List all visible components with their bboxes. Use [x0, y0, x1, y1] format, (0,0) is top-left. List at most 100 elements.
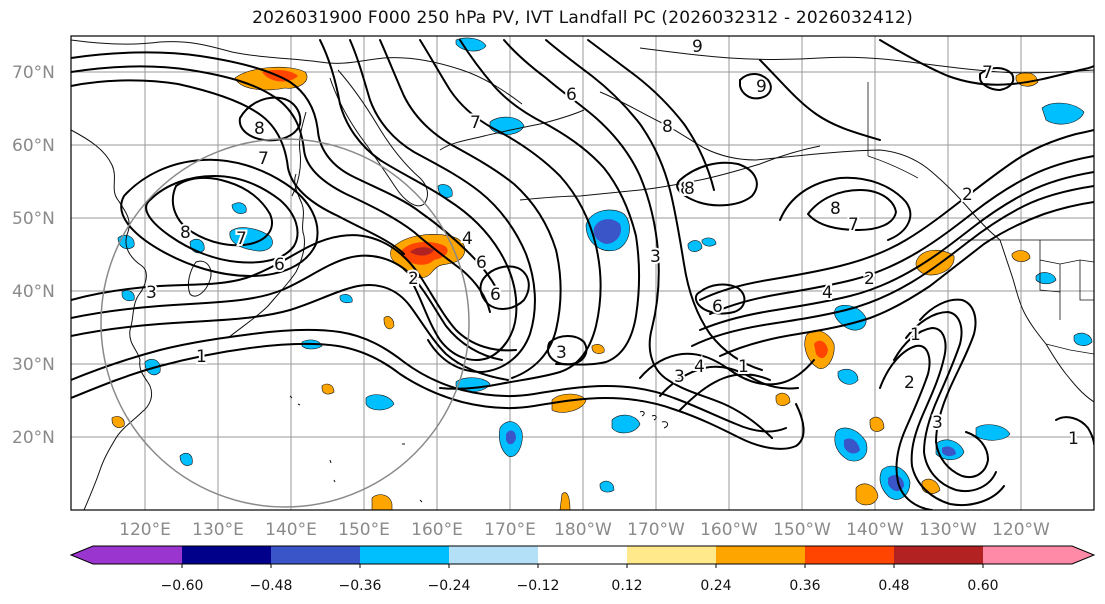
- contour-line: [719, 201, 1094, 357]
- neg-patch: [611, 414, 641, 434]
- contour-label: 3: [650, 247, 661, 267]
- contour-line: [379, 39, 562, 379]
- contour-label: 4: [822, 283, 833, 303]
- contour-line: [71, 342, 805, 450]
- sakhalin-coast: [291, 111, 307, 197]
- contour-line: [71, 328, 787, 433]
- lat-label: 40°N: [12, 282, 55, 302]
- lon-label: 160°E: [411, 520, 463, 540]
- neg-patch: [179, 452, 193, 466]
- contour-line: [545, 39, 763, 371]
- neg-patch-core: [506, 430, 516, 445]
- contour-label: 6: [712, 297, 723, 317]
- colorbar-tick-label: 0.60: [967, 578, 998, 594]
- pos-patch: [559, 492, 571, 510]
- neg-patch: [701, 237, 717, 247]
- graticule: [71, 36, 1094, 510]
- contour-line: [979, 67, 1015, 91]
- contour-label: 6: [274, 255, 285, 275]
- contour-label: 6: [490, 285, 501, 305]
- kamchatka-coast: [329, 69, 428, 207]
- alaska-coast: [599, 91, 1001, 241]
- contour-label: 1: [196, 347, 207, 367]
- pos-patch: [855, 483, 879, 506]
- contour-line: [679, 373, 771, 411]
- contour-line: [699, 171, 1094, 331]
- longitude-labels: 120°E 130°E 140°E 150°E 160°E 170°E 180°…: [119, 520, 1050, 540]
- lon-label: 130°E: [192, 520, 244, 540]
- asia-coast: [71, 129, 153, 510]
- pos-patch: [591, 344, 605, 354]
- neg-patch-core: [942, 446, 956, 457]
- colorbar-segment: [894, 546, 983, 564]
- contour-label: 9: [756, 77, 767, 97]
- lat-label: 70°N: [12, 63, 55, 83]
- contour-line: [709, 155, 1094, 315]
- pos-patch: [1011, 250, 1031, 262]
- contour-label: 6: [566, 85, 577, 105]
- neg-patch: [1073, 332, 1093, 346]
- colorbar-segment: [182, 546, 271, 564]
- us-states: [1039, 240, 1094, 320]
- contour-line: [459, 39, 640, 366]
- pos-patch: [321, 383, 335, 395]
- contour-line: [145, 175, 299, 264]
- lon-label: 120°E: [119, 520, 171, 540]
- pacific-islands: [289, 395, 423, 503]
- pv-shading: [111, 37, 1093, 510]
- contour-line: [739, 73, 772, 100]
- contour-line: [694, 283, 746, 315]
- contour-line: [699, 129, 1094, 301]
- pos-patch: [869, 416, 885, 432]
- siberia-coast2: [439, 109, 585, 151]
- contour-label: 1: [910, 325, 921, 345]
- colorbar-segment: [271, 546, 360, 564]
- borders: [867, 82, 1094, 355]
- contour-line: [893, 327, 1005, 506]
- contour-line: [676, 161, 758, 207]
- lon-label: 140°W: [846, 520, 904, 540]
- lon-label: 130°W: [919, 520, 977, 540]
- neg-patch: [687, 240, 703, 252]
- contour-label: 3: [932, 413, 943, 433]
- coastlines: [71, 39, 1094, 510]
- contour-label: 1: [1068, 429, 1079, 449]
- lon-label: 140°E: [265, 520, 317, 540]
- korea-coast: [187, 260, 212, 297]
- hawaii-islands: [639, 411, 669, 429]
- contour-label: 8: [180, 223, 191, 243]
- pos-patch: [383, 316, 395, 330]
- colorbar-tick-label: 0.36: [789, 578, 820, 594]
- lon-label: 170°W: [627, 520, 685, 540]
- contour-label: 8: [662, 117, 673, 137]
- contour-line: [691, 185, 1094, 347]
- lon-label: 160°W: [700, 520, 758, 540]
- contour-line: [71, 65, 491, 313]
- neg-patch: [599, 480, 615, 493]
- colorbar: [69, 545, 1096, 565]
- contour-line: [547, 335, 588, 366]
- colorbar-outline: [69, 545, 1096, 565]
- contour-line: [120, 158, 319, 277]
- contour-line: [71, 79, 405, 255]
- lat-label: 50°N: [12, 209, 55, 229]
- contour-label: 1: [738, 357, 749, 377]
- contour-label: 9: [692, 37, 703, 57]
- map-frame: [70, 35, 1095, 511]
- contour-label: 8: [680, 179, 691, 199]
- contour-line: [905, 311, 997, 492]
- contour-labels: 9 6 7 8 8 7 8 7 6 3 1 8 7 6 4 6 3 2 3 4 …: [144, 36, 1081, 451]
- colorbar-segment: [627, 546, 716, 564]
- lon-label: 170°E: [484, 520, 536, 540]
- lat-label: 20°N: [12, 428, 55, 448]
- colorbar-tick-label: 0.12: [611, 578, 642, 594]
- contour-label: 8: [830, 199, 841, 219]
- contour-line: [919, 298, 989, 478]
- contour-label: 8: [684, 179, 695, 199]
- neg-patch: [455, 37, 487, 52]
- neg-patch: [437, 184, 453, 198]
- pos-patch: [371, 494, 393, 510]
- contour-line: [639, 352, 815, 386]
- colorbar-tick-label: 0.24: [700, 578, 731, 594]
- mex-border: [1045, 343, 1094, 355]
